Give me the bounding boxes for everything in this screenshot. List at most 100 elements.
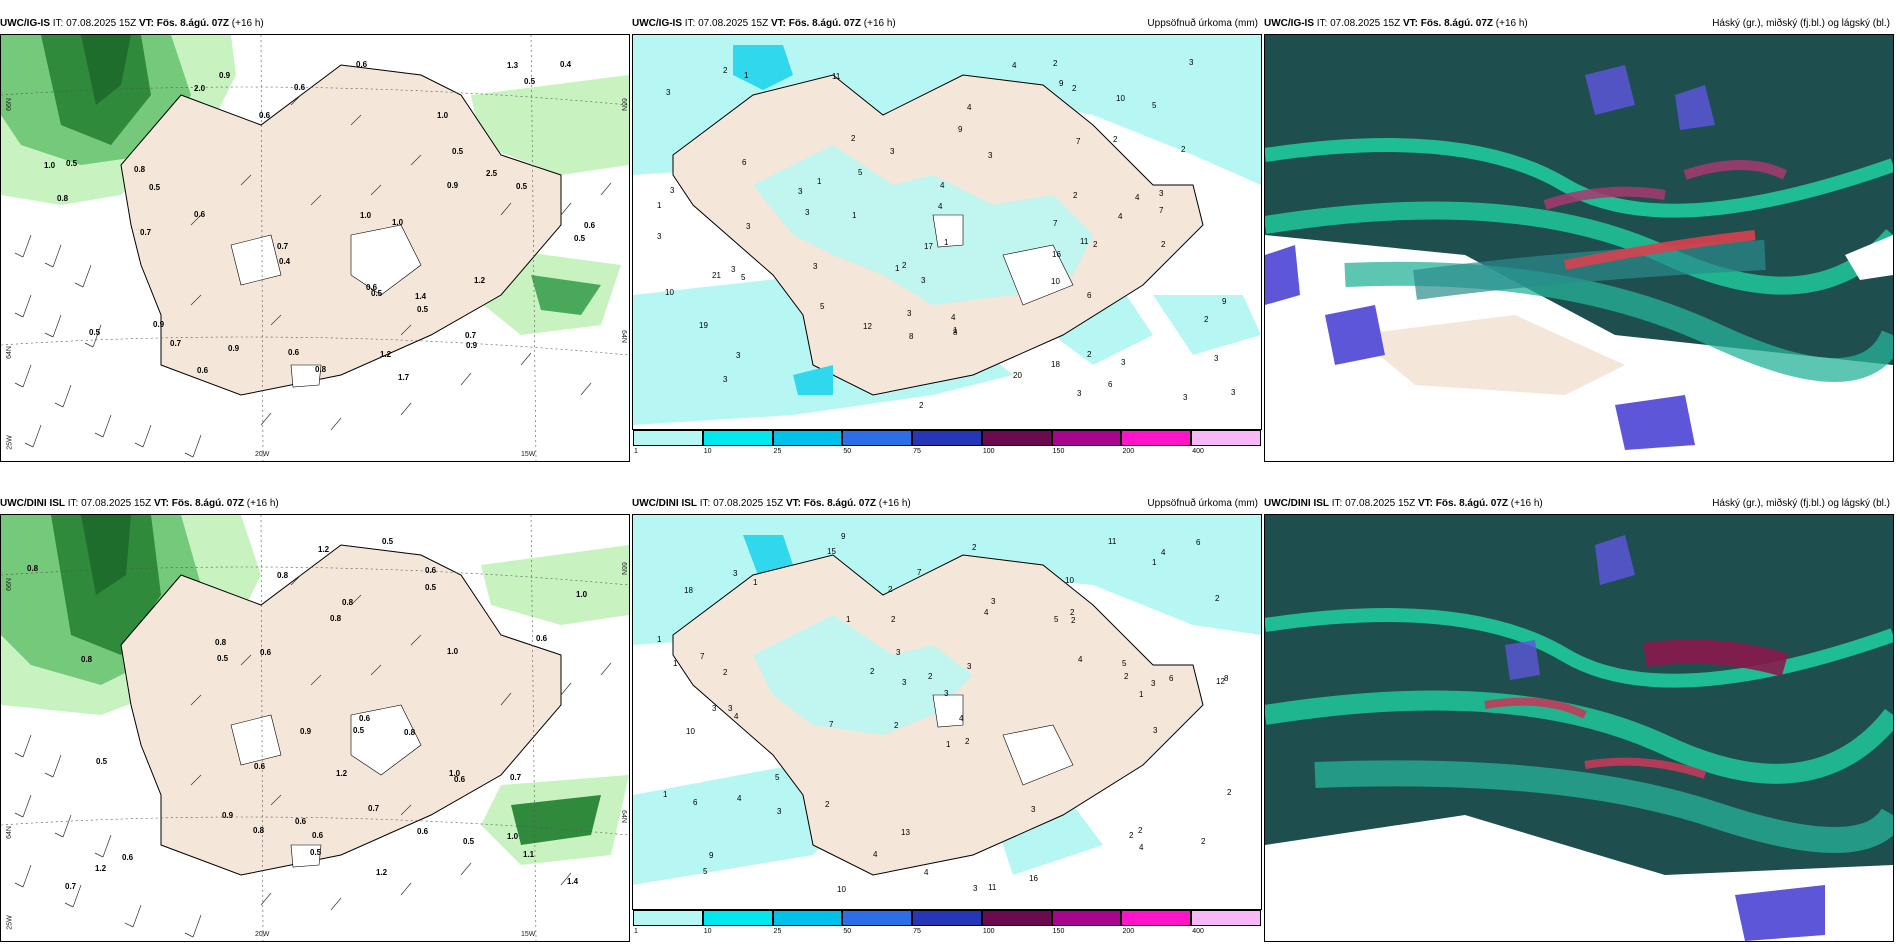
map-value-label: 5 — [741, 273, 746, 282]
map-value-label: 0.8 — [342, 598, 354, 607]
map-value-label: 3 — [967, 662, 972, 671]
lat-label-top: 66N — [5, 578, 13, 591]
map-value-label: 4 — [1139, 843, 1144, 852]
map-value-label: 3 — [1189, 58, 1194, 67]
map-value-label: 4 — [924, 868, 929, 877]
map-value-label: 0.8 — [253, 826, 265, 835]
map-value-label: 4 — [1078, 655, 1083, 664]
colorbar-tick-label: 25 — [773, 928, 782, 935]
map-value-label: 5 — [775, 773, 780, 782]
map-value-label: 1.2 — [336, 769, 348, 778]
map-value-label: 0.5 — [382, 537, 394, 546]
map-value-label: 4 — [984, 608, 989, 617]
lon-label-left: 25W — [6, 435, 14, 450]
precip-map: 10 9 4 2 18 2 3 4 3 6 11 16 10 6 5 3 5 21 10 3 3 3 2 9 7 3 6 7 3 5 2 4 3… — [632, 34, 1262, 430]
map-value-label: 20 — [1013, 371, 1022, 380]
map-value-label: 2 — [1093, 240, 1098, 249]
panel-title: Háský (gr.), miðský (fj.bl.) og lágský (… — [1712, 18, 1890, 29]
panel-title: Uppsöfnuð úrkoma (mm) — [1147, 498, 1258, 509]
map-value-label: 1 — [657, 635, 662, 644]
map-value-label: 2 — [1087, 350, 1092, 359]
map-value-label: 0.5 — [425, 583, 437, 592]
map-value-label: 1.0 — [507, 832, 519, 841]
panel-header: UWC/DINI ISL IT: 07.08.2025 15Z VT: Fös.… — [632, 494, 1262, 514]
map-value-label: 1 — [953, 326, 958, 335]
wind-map-svg — [1, 35, 629, 461]
colorbar-segment — [1191, 910, 1261, 926]
map-value-label: 3 — [731, 265, 736, 274]
map-value-label: 0.5 — [89, 328, 101, 337]
colorbar-segment — [842, 910, 913, 926]
map-value-label: 0.4 — [279, 257, 291, 266]
map-value-label: 0.8 — [404, 728, 416, 737]
map-value-label: 8 — [1224, 674, 1229, 683]
map-value-label: 0.5 — [96, 757, 108, 766]
map-value-label: 0.6 — [366, 283, 378, 292]
map-value-label: 0.7 — [140, 228, 152, 237]
map-value-label: 3 — [666, 88, 671, 97]
map-value-label: 3 — [890, 147, 895, 156]
map-value-label: 11 — [1080, 237, 1089, 246]
map-value-label: 3 — [1231, 388, 1236, 397]
lon-label-left: 25W — [6, 915, 14, 930]
colorbar-segment — [633, 910, 703, 926]
map-value-label: 2 — [1201, 837, 1206, 846]
colorbar: 1 10 25 50 75 100 150 200 400 — [633, 430, 1261, 455]
map-value-label: 1 — [944, 238, 949, 247]
map-value-label: 9 — [1222, 297, 1227, 306]
map-value-label: 0.5 — [149, 183, 161, 192]
map-value-label: 0.5 — [574, 234, 586, 243]
map-value-label: 9 — [841, 532, 846, 541]
map-value-label: 9 — [709, 851, 714, 860]
map-value-label: 0.5 — [417, 305, 429, 314]
map-value-label: 3 — [907, 309, 912, 318]
precip-panel-igis: UWC/IG-IS IT: 07.08.2025 15Z VT: Fös. 8.… — [632, 14, 1262, 460]
map-value-label: 0.6 — [254, 762, 266, 771]
map-value-label: 2 — [1113, 135, 1118, 144]
lon-label-right: 15W — [521, 451, 536, 458]
lead-time: (+16 h) — [246, 498, 279, 509]
map-value-label: 0.5 — [452, 147, 464, 156]
map-value-label: 1.2 — [376, 868, 388, 877]
map-value-label: 3 — [798, 187, 803, 196]
wind-map: 1.2 0.7 0.6 1.2 0.8 0.5 1.0 0.6 0.5 0.9 1.4 0.5 0.8 1… — [0, 514, 630, 942]
map-value-label: 0.5 — [524, 77, 536, 86]
map-value-label: 0.6 — [417, 827, 429, 836]
map-value-label: 12 — [863, 322, 872, 331]
issue-time: IT: 07.08.2025 15Z — [1331, 498, 1416, 509]
map-value-label: 6 — [1196, 538, 1201, 547]
valid-time: VT: Fös. 8.ágú. 07Z — [138, 18, 229, 29]
map-value-label: 2 — [902, 261, 907, 270]
map-value-label: 4 — [951, 313, 956, 322]
map-value-label: 0.7 — [510, 773, 522, 782]
map-value-label: 0.6 — [260, 648, 272, 657]
map-value-label: 0.9 — [466, 341, 478, 350]
map-value-label: 3 — [670, 186, 675, 195]
map-value-label: 0.6 — [584, 221, 596, 230]
map-value-label: 12 — [1216, 677, 1225, 686]
colorbar-segment — [1051, 910, 1122, 926]
map-value-label: 1.2 — [474, 276, 486, 285]
colorbar-segment — [842, 430, 913, 446]
model-name: UWC/DINI ISL — [632, 498, 697, 509]
lat-label-top-right: 66N — [619, 562, 627, 575]
lat-label-top-right: 66N — [619, 98, 627, 111]
model-name: UWC/IG-IS — [632, 18, 682, 29]
panel-header: UWC/IG-IS IT: 07.08.2025 15Z VT: Fös. 8.… — [0, 14, 630, 34]
map-value-label: 2 — [1124, 672, 1129, 681]
map-value-label: 0.5 — [66, 159, 78, 168]
wind-panel-igis: UWC/IG-IS IT: 07.08.2025 15Z VT: Fös. 8.… — [0, 14, 630, 462]
map-value-label: 4 — [1135, 193, 1140, 202]
map-value-label: 0.6 — [425, 566, 437, 575]
map-value-label: 16 — [1029, 874, 1038, 883]
model-name: UWC/IG-IS — [1264, 18, 1314, 29]
precip-panel-dini: UWC/DINI ISL IT: 07.08.2025 15Z VT: Fös.… — [632, 494, 1262, 940]
map-value-label: 8 — [953, 328, 958, 337]
map-value-label: 3 — [902, 678, 907, 687]
colorbar-segment — [772, 910, 843, 926]
map-value-label: 3 — [1077, 389, 1082, 398]
map-value-label: 1 — [1152, 558, 1157, 567]
map-value-label: 0.9 — [447, 181, 459, 190]
map-value-label: 2 — [965, 737, 970, 746]
colorbar-tick-label: 25 — [773, 448, 782, 455]
